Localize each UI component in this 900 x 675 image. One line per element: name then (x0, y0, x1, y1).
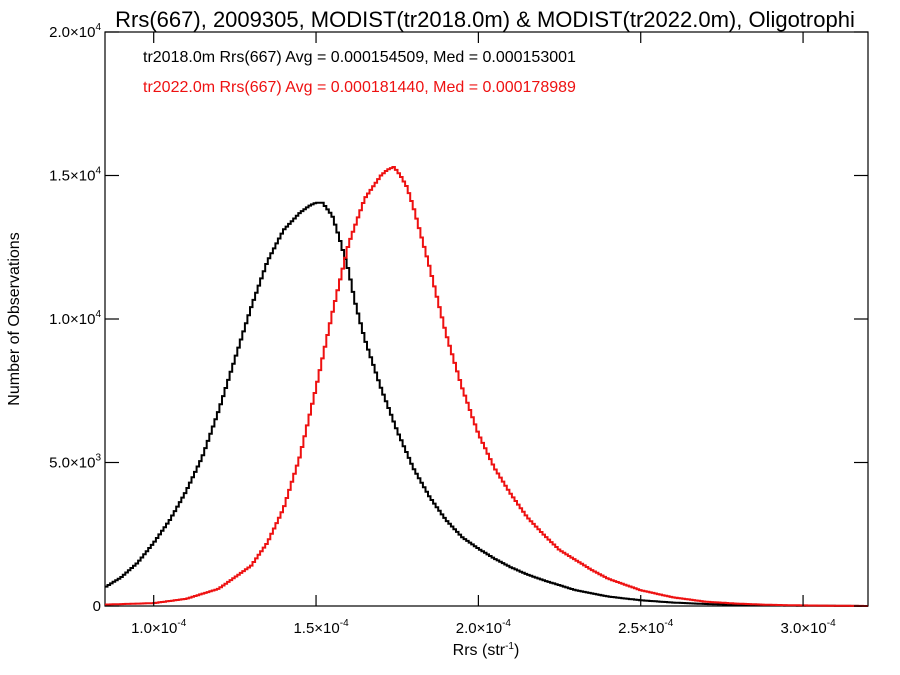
series-line-0 (105, 201, 868, 607)
legend-entry-0: tr2018.0m Rrs(667) Avg = 0.000154509, Me… (143, 49, 576, 66)
y-tick-label-0: 0 (93, 598, 101, 615)
x-axis-label: Rrs (str-1) (453, 641, 520, 659)
y-axis-label: Number of Observations (6, 232, 23, 405)
series-layer (105, 166, 868, 607)
chart-title: Rrs(667), 2009305, MODIST(tr2018.0m) & M… (115, 7, 855, 32)
x-tick-label-0: 1.0×10-4 (131, 618, 187, 637)
x-tick-label-1: 1.5×10-4 (293, 618, 349, 637)
x-tick-label-4: 3.0×10-4 (780, 618, 836, 637)
x-tick-label-2: 2.0×10-4 (456, 618, 512, 637)
y-tick-label-3: 1.5×104 (49, 166, 101, 185)
y-tick-label-4: 2.0×104 (49, 22, 101, 41)
plot-frame (104, 31, 869, 607)
y-tick-label-1: 5.0×103 (49, 453, 101, 472)
legend-entry-1: tr2022.0m Rrs(667) Avg = 0.000181440, Me… (143, 79, 576, 96)
y-tick-label-2: 1.0×104 (49, 309, 101, 328)
x-tick-label-3: 2.5×10-4 (618, 618, 674, 637)
series-line-1 (105, 166, 868, 607)
ticks-layer: 1.0×10-4 1.5×10-4 2.0×10-4 2.5×10-4 3.0×10-4… (49, 22, 868, 637)
